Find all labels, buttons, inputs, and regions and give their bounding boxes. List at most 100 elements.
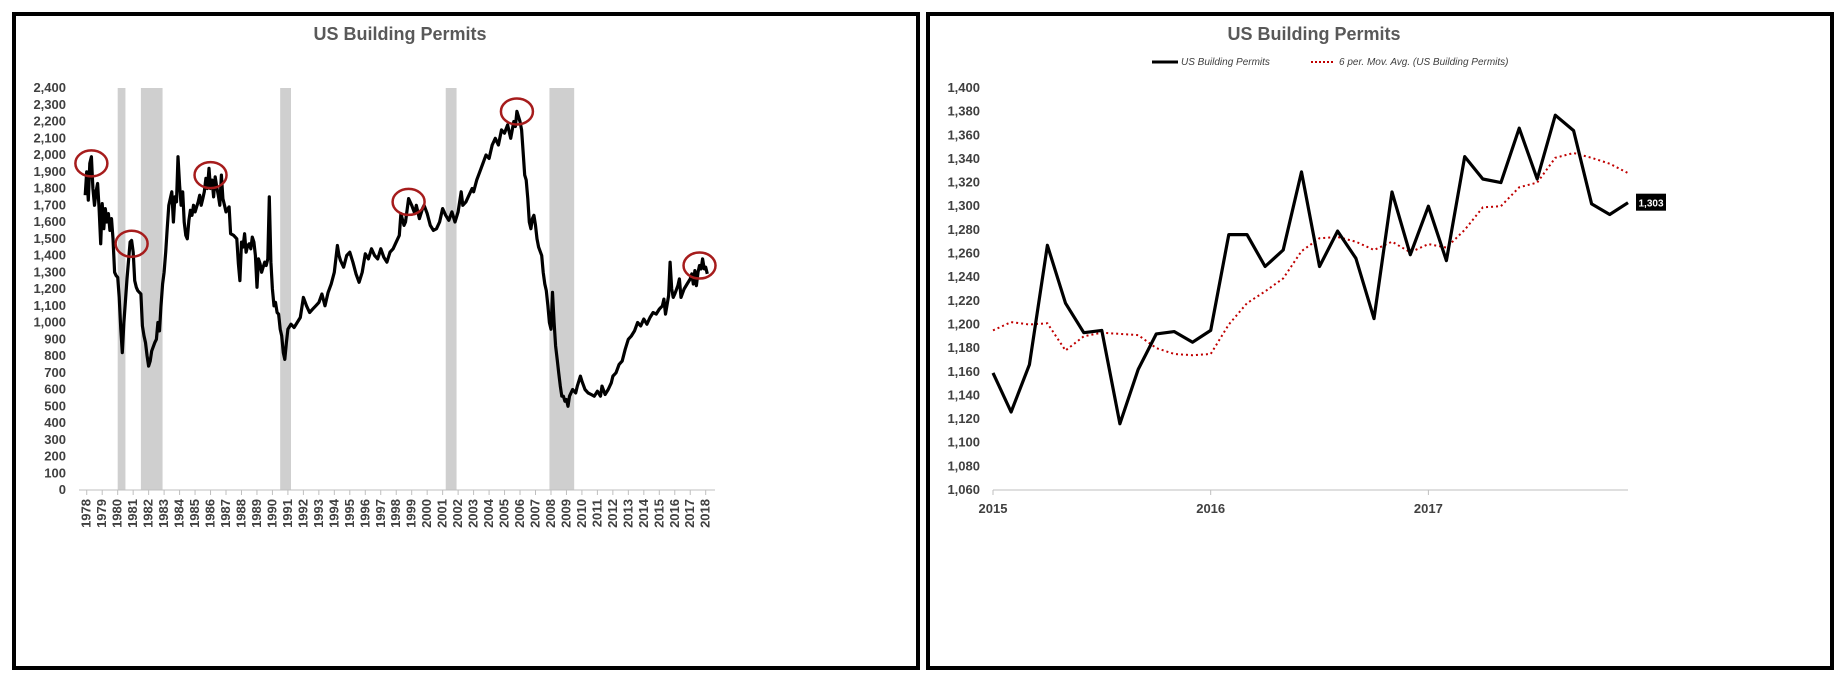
recession-band <box>117 88 126 490</box>
x-tick-label: 1998 <box>388 499 403 528</box>
x-tick-label: 2000 <box>419 499 434 528</box>
y-tick-label: 1,600 <box>33 214 66 229</box>
y-tick-label: 1,220 <box>947 293 980 308</box>
x-tick-label: 2002 <box>450 499 465 528</box>
x-tick-label: 1992 <box>295 499 310 528</box>
x-tick-label: 2015 <box>651 499 666 528</box>
x-tick-label: 2001 <box>435 499 450 528</box>
y-tick-label: 500 <box>44 398 66 413</box>
recession-band <box>445 88 457 490</box>
peak-highlight-circle <box>391 187 426 217</box>
x-tick-label: 1979 <box>94 499 109 528</box>
x-tick-label: 1989 <box>249 499 264 528</box>
y-tick-label: 2,100 <box>33 130 66 145</box>
y-tick-label: 1,200 <box>33 281 66 296</box>
y-tick-label: 1,800 <box>33 181 66 196</box>
y-tick-label: 1,000 <box>33 315 66 330</box>
y-tick-label: 1,300 <box>947 198 980 213</box>
y-tick-label: 1,340 <box>947 151 980 166</box>
y-tick-label: 900 <box>44 331 66 346</box>
x-tick-label: 2018 <box>698 499 713 528</box>
x-tick-label: 2005 <box>497 499 512 528</box>
x-tick-label: 2009 <box>558 499 573 528</box>
x-tick-label: 1986 <box>203 499 218 528</box>
y-tick-label: 1,120 <box>947 411 980 426</box>
last-value-badge <box>1636 193 1666 211</box>
x-tick-label: 2017 <box>1414 501 1443 516</box>
last-value-label: 1,303 <box>1638 199 1663 210</box>
y-tick-label: 1,500 <box>33 231 66 246</box>
right-chart-panel: US Building Permits 1,060 1,080 1,100 1,120… <box>926 12 1834 670</box>
peak-highlight-circle <box>74 149 109 178</box>
y-tick-label: 100 <box>44 465 66 480</box>
x-tick-label: 1987 <box>218 499 233 528</box>
y-tick-label: 1,300 <box>33 264 66 279</box>
x-tick-label: 2003 <box>466 499 481 528</box>
x-tick-label: 1984 <box>172 498 187 528</box>
x-tick-label: 1982 <box>141 499 156 528</box>
y-tick-label: 1,100 <box>33 298 66 313</box>
x-tick-label: 1985 <box>187 499 202 528</box>
series-line-moving-average <box>992 151 1629 357</box>
y-tick-label: 1,100 <box>947 435 980 450</box>
x-tick-label: 1994 <box>326 498 341 528</box>
y-tick-label: 1,700 <box>33 197 66 212</box>
y-tick-label: 1,080 <box>947 458 980 473</box>
peak-highlight-circle <box>114 229 149 259</box>
x-tick-label: 2015 <box>979 501 1008 516</box>
right-chart-title: US Building Permits <box>1227 24 1400 44</box>
y-tick-label: 1,400 <box>947 80 980 95</box>
y-tick-label: 2,000 <box>33 147 66 162</box>
x-tick-label: 2006 <box>512 499 527 528</box>
x-tick-label: 2010 <box>574 499 589 528</box>
x-tick-label: 2011 <box>589 499 604 527</box>
legend-label-moving-average: 6 per. Mov. Avg. (US Building Permits) <box>1339 57 1509 68</box>
x-tick-label: 2012 <box>605 499 620 528</box>
y-tick-label: 1,200 <box>947 316 980 331</box>
x-tick-label: 1983 <box>156 499 171 528</box>
x-tick-label: 1999 <box>404 499 419 528</box>
x-tick-label: 1995 <box>342 499 357 528</box>
y-tick-label: 800 <box>44 348 66 363</box>
series-line-building-permits <box>991 113 1629 426</box>
x-tick-label: 1996 <box>357 499 372 528</box>
y-tick-label: 1,360 <box>947 127 980 142</box>
y-tick-label: 1,140 <box>947 387 980 402</box>
peak-highlight-circle <box>682 251 717 280</box>
y-tick-label: 1,260 <box>947 246 980 261</box>
y-tick-label: 1,380 <box>947 104 980 119</box>
x-tick-label: 1981 <box>125 499 140 528</box>
y-tick-label: 600 <box>44 382 66 397</box>
y-tick-label: 1,320 <box>947 175 980 190</box>
y-tick-label: 1,280 <box>947 222 980 237</box>
x-tick-label: 1991 <box>280 499 295 528</box>
y-tick-label: 0 <box>59 482 66 497</box>
x-tick-label: 2016 <box>1196 501 1225 516</box>
y-tick-label: 2,400 <box>33 80 66 95</box>
y-tick-label: 300 <box>44 432 66 447</box>
peak-highlight-circle <box>193 160 228 190</box>
y-tick-label: 2,200 <box>33 114 66 129</box>
y-tick-label: 1,240 <box>947 269 980 284</box>
x-tick-label: 1990 <box>264 499 279 528</box>
recession-band <box>549 88 575 490</box>
y-tick-label: 400 <box>44 415 66 430</box>
recession-band <box>140 88 163 490</box>
x-tick-label: 2013 <box>620 499 635 528</box>
left-chart-title: US Building Permits <box>313 24 486 44</box>
left-chart-panel: US Building Permits 0 100 200 300 400 500 600 7… <box>12 12 920 670</box>
y-tick-label: 200 <box>44 449 66 464</box>
series-line-building-permits <box>83 109 709 408</box>
right-chart-svg: US Building Permits 1,060 1,080 1,100 1,120… <box>947 24 1666 516</box>
left-chart-svg: US Building Permits 01002003004005006007… <box>33 24 717 528</box>
x-tick-label: 1988 <box>233 499 248 528</box>
x-tick-label: 2007 <box>527 499 542 528</box>
y-tick-label: 700 <box>44 365 66 380</box>
y-tick-label: 1,900 <box>33 164 66 179</box>
x-tick-label: 1980 <box>110 499 125 528</box>
x-tick-label: 1978 <box>79 499 94 528</box>
x-tick-label: 2017 <box>682 499 697 528</box>
x-tick-label: 1997 <box>373 499 388 528</box>
y-tick-label: 1,060 <box>947 482 980 497</box>
recession-band <box>280 88 291 490</box>
